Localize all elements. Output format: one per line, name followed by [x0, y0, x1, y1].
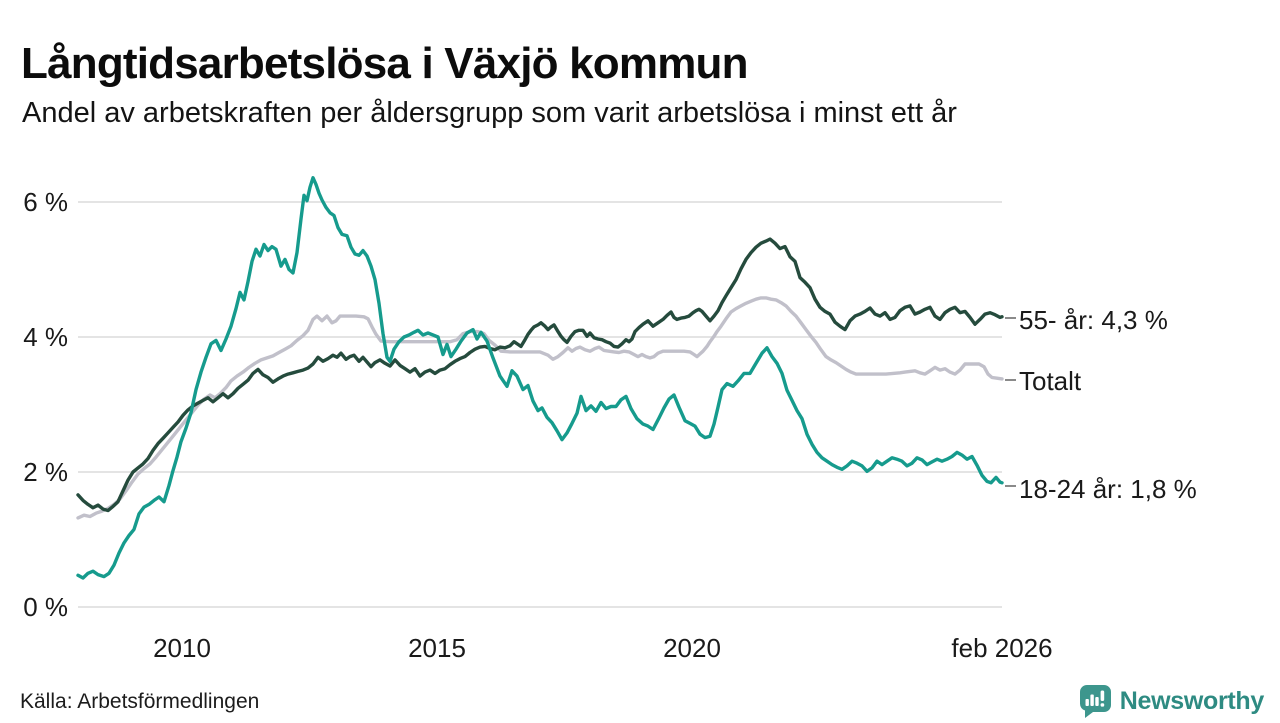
x-tick-label: 2015	[408, 633, 466, 663]
series-line-Totalt	[76, 296, 1004, 520]
y-tick-label: 2 %	[23, 457, 68, 487]
y-tick-label: 6 %	[23, 187, 68, 217]
x-tick-label: feb 2026	[951, 633, 1052, 663]
newsworthy-wordmark: Newsworthy	[1119, 686, 1265, 715]
series-line-18-24år	[76, 176, 1004, 580]
series-line-55-år	[76, 237, 1004, 513]
y-tick-label: 4 %	[23, 322, 68, 352]
x-tick-label: 2010	[153, 633, 211, 663]
page-title: Långtidsarbetslösa i Växjö kommun	[21, 39, 748, 89]
chart-subtitle: Andel av arbetskraften per åldersgrupp s…	[22, 97, 957, 129]
series-end-label-18-24: 18-24 år: 1,8 %	[1019, 474, 1197, 504]
source-credit: Källa: Arbetsförmedlingen	[20, 690, 260, 713]
x-tick-label: 2020	[663, 633, 721, 663]
newsworthy-logo-icon	[1078, 684, 1112, 718]
y-tick-label: 0 %	[23, 592, 68, 622]
newsworthy-brand[interactable]: Newsworthy	[1078, 684, 1264, 718]
series-end-label-total: Totalt	[1019, 366, 1082, 396]
series-end-label-55: 55- år: 4,3 %	[1019, 305, 1168, 335]
